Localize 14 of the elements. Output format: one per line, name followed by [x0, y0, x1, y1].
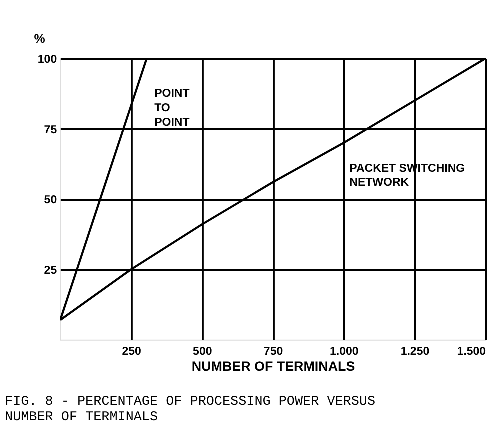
x-tick-label: 1.500	[457, 346, 486, 358]
y-axis-title: %	[34, 32, 46, 46]
x-axis-title: NUMBER OF TERMINALS	[192, 359, 356, 374]
y-tick-label: 75	[44, 124, 58, 136]
series-label: POINT TO POINT	[154, 88, 190, 129]
y-tick-label: 100	[38, 54, 58, 66]
x-tick-label: 250	[122, 346, 142, 358]
x-tick-label: 500	[193, 346, 212, 358]
x-tick-label: 1.250	[400, 346, 430, 358]
y-tick-label: 25	[44, 264, 58, 277]
text: FIG. 8 - PERCENTAGE OF PROCESSING POWER VERSUS NUMBER OF TERMINALS	[5, 395, 376, 426]
x-tick-label: 750	[264, 346, 284, 358]
y-tick-label: 50	[44, 194, 58, 207]
x-tick-label: 1.000	[330, 346, 359, 358]
